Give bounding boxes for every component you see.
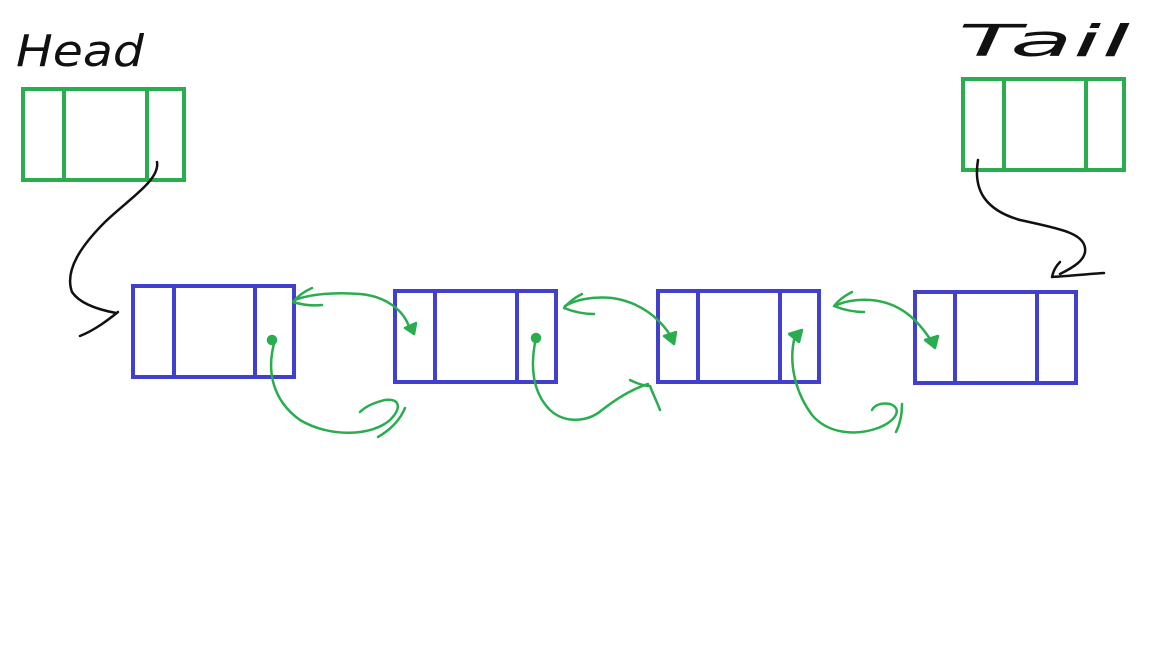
tail-pointer-box [963, 79, 1124, 170]
head-pointer-box [23, 89, 184, 180]
next-arrow-2-to-3 [532, 334, 660, 420]
tail-to-last-arrow [977, 160, 1104, 277]
list-node-4 [915, 292, 1076, 383]
list-node-1 [133, 286, 294, 377]
next-arrow-1-to-2 [268, 336, 405, 437]
prev-arrow-2-to-1 [293, 288, 416, 334]
tail-label: Tail [958, 16, 1132, 67]
head-to-first-arrow [70, 162, 157, 336]
head-label: Head [16, 26, 145, 77]
prev-arrow-4-to-3 [834, 292, 938, 348]
